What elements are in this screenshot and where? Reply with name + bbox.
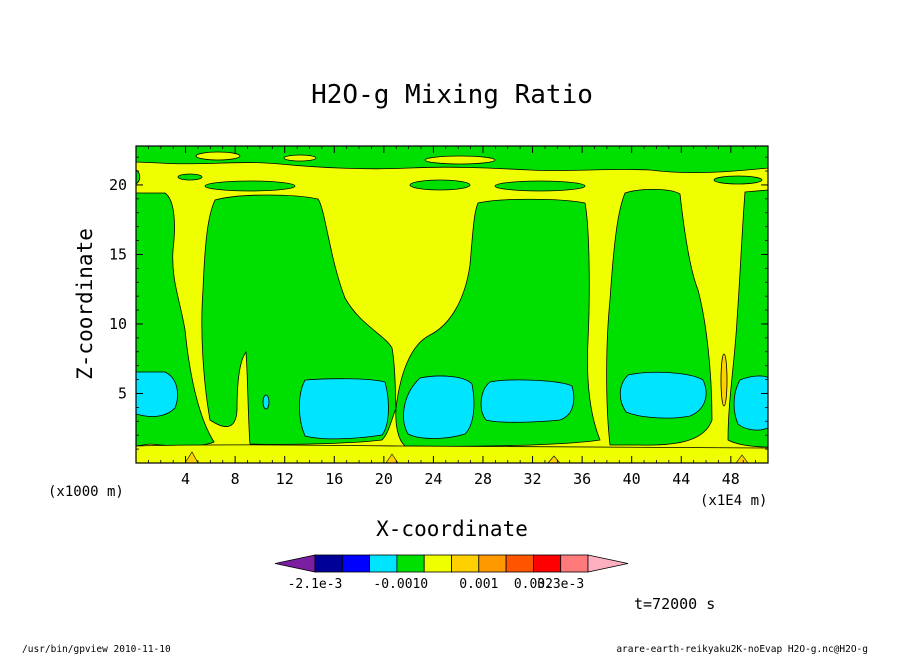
colorbar-box	[341, 554, 370, 573]
colorbar-box	[451, 554, 480, 573]
yellow-band-bottom	[136, 444, 768, 463]
cyan-region-left	[136, 371, 178, 417]
x-tick-label: 16	[325, 470, 343, 488]
cyan-region-edge	[733, 375, 768, 431]
orange-spot-2	[385, 453, 399, 463]
colorbar-box	[505, 554, 534, 573]
colorbar-label: -0.001	[373, 577, 420, 592]
cyan-region-right	[480, 379, 575, 423]
x-tick-label: 4	[181, 470, 190, 488]
cyan-region-mid	[298, 378, 389, 440]
plot-area	[136, 146, 768, 463]
green-blob-2	[409, 179, 471, 191]
colorbar-underflow	[274, 554, 316, 573]
plot-frame	[135, 145, 769, 464]
colorbar-label: 0	[420, 577, 428, 592]
x-scale-note: (x1E4 m)	[700, 493, 767, 509]
x-axis-label: X-coordinate	[376, 517, 528, 541]
colorbar-label: -2.1e-3	[288, 577, 343, 592]
yellow-blob-1	[195, 151, 241, 161]
orange-spot-1	[184, 451, 199, 463]
x-tick-label: 20	[375, 470, 393, 488]
x-tick-label: 40	[623, 470, 641, 488]
cyan-region-far	[619, 371, 707, 419]
colorbar-box	[533, 554, 562, 573]
colorbar-overflow	[587, 554, 629, 573]
cyan-blob-small	[262, 394, 270, 410]
colorbar-box	[478, 554, 507, 573]
y-axis-label: Z-coordinate	[73, 228, 97, 380]
colorbar-box	[560, 554, 589, 573]
x-tick-label: 24	[424, 470, 442, 488]
x-tick-label: 28	[474, 470, 492, 488]
colorbar-box	[369, 554, 398, 573]
orange-streak	[720, 353, 728, 407]
chart-title: H2O-g Mixing Ratio	[311, 80, 593, 110]
colorbar-box	[314, 554, 343, 573]
green-blob-5	[713, 175, 763, 185]
footer-left: /usr/bin/gpview 2010-11-10	[22, 644, 171, 654]
green-blob-1	[204, 180, 296, 192]
y-tick-label: 15	[109, 245, 127, 263]
colorbar-label: 0.001	[459, 577, 498, 592]
y-tick-label: 5	[118, 384, 127, 402]
cyan-region-center	[403, 375, 475, 439]
x-tick-label: 8	[231, 470, 240, 488]
colorbar-box	[423, 554, 452, 573]
y-tick-label: 20	[109, 176, 127, 194]
x-tick-label: 44	[672, 470, 690, 488]
yellow-blob-2	[424, 155, 496, 165]
colorbar-label: 3.3e-3	[537, 577, 584, 592]
green-blob-3	[494, 180, 586, 192]
orange-spot-4	[735, 454, 749, 463]
x-tick-label: 32	[524, 470, 542, 488]
y-tick-label: 10	[109, 315, 127, 333]
yellow-blob-3	[283, 154, 317, 162]
footer-right: arare-earth-reikyaku2K-noEvap_H2O-g.nc@H…	[616, 644, 868, 654]
green-blob-4	[177, 173, 203, 181]
colorbar-box	[396, 554, 425, 573]
x-tick-label: 36	[573, 470, 591, 488]
colorbar-label: 0.002	[514, 577, 553, 592]
x-tick-label: 12	[276, 470, 294, 488]
time-label: t=72000 s	[634, 595, 715, 613]
y-scale-note: (x1000 m)	[48, 484, 124, 500]
x-tick-label: 48	[722, 470, 740, 488]
